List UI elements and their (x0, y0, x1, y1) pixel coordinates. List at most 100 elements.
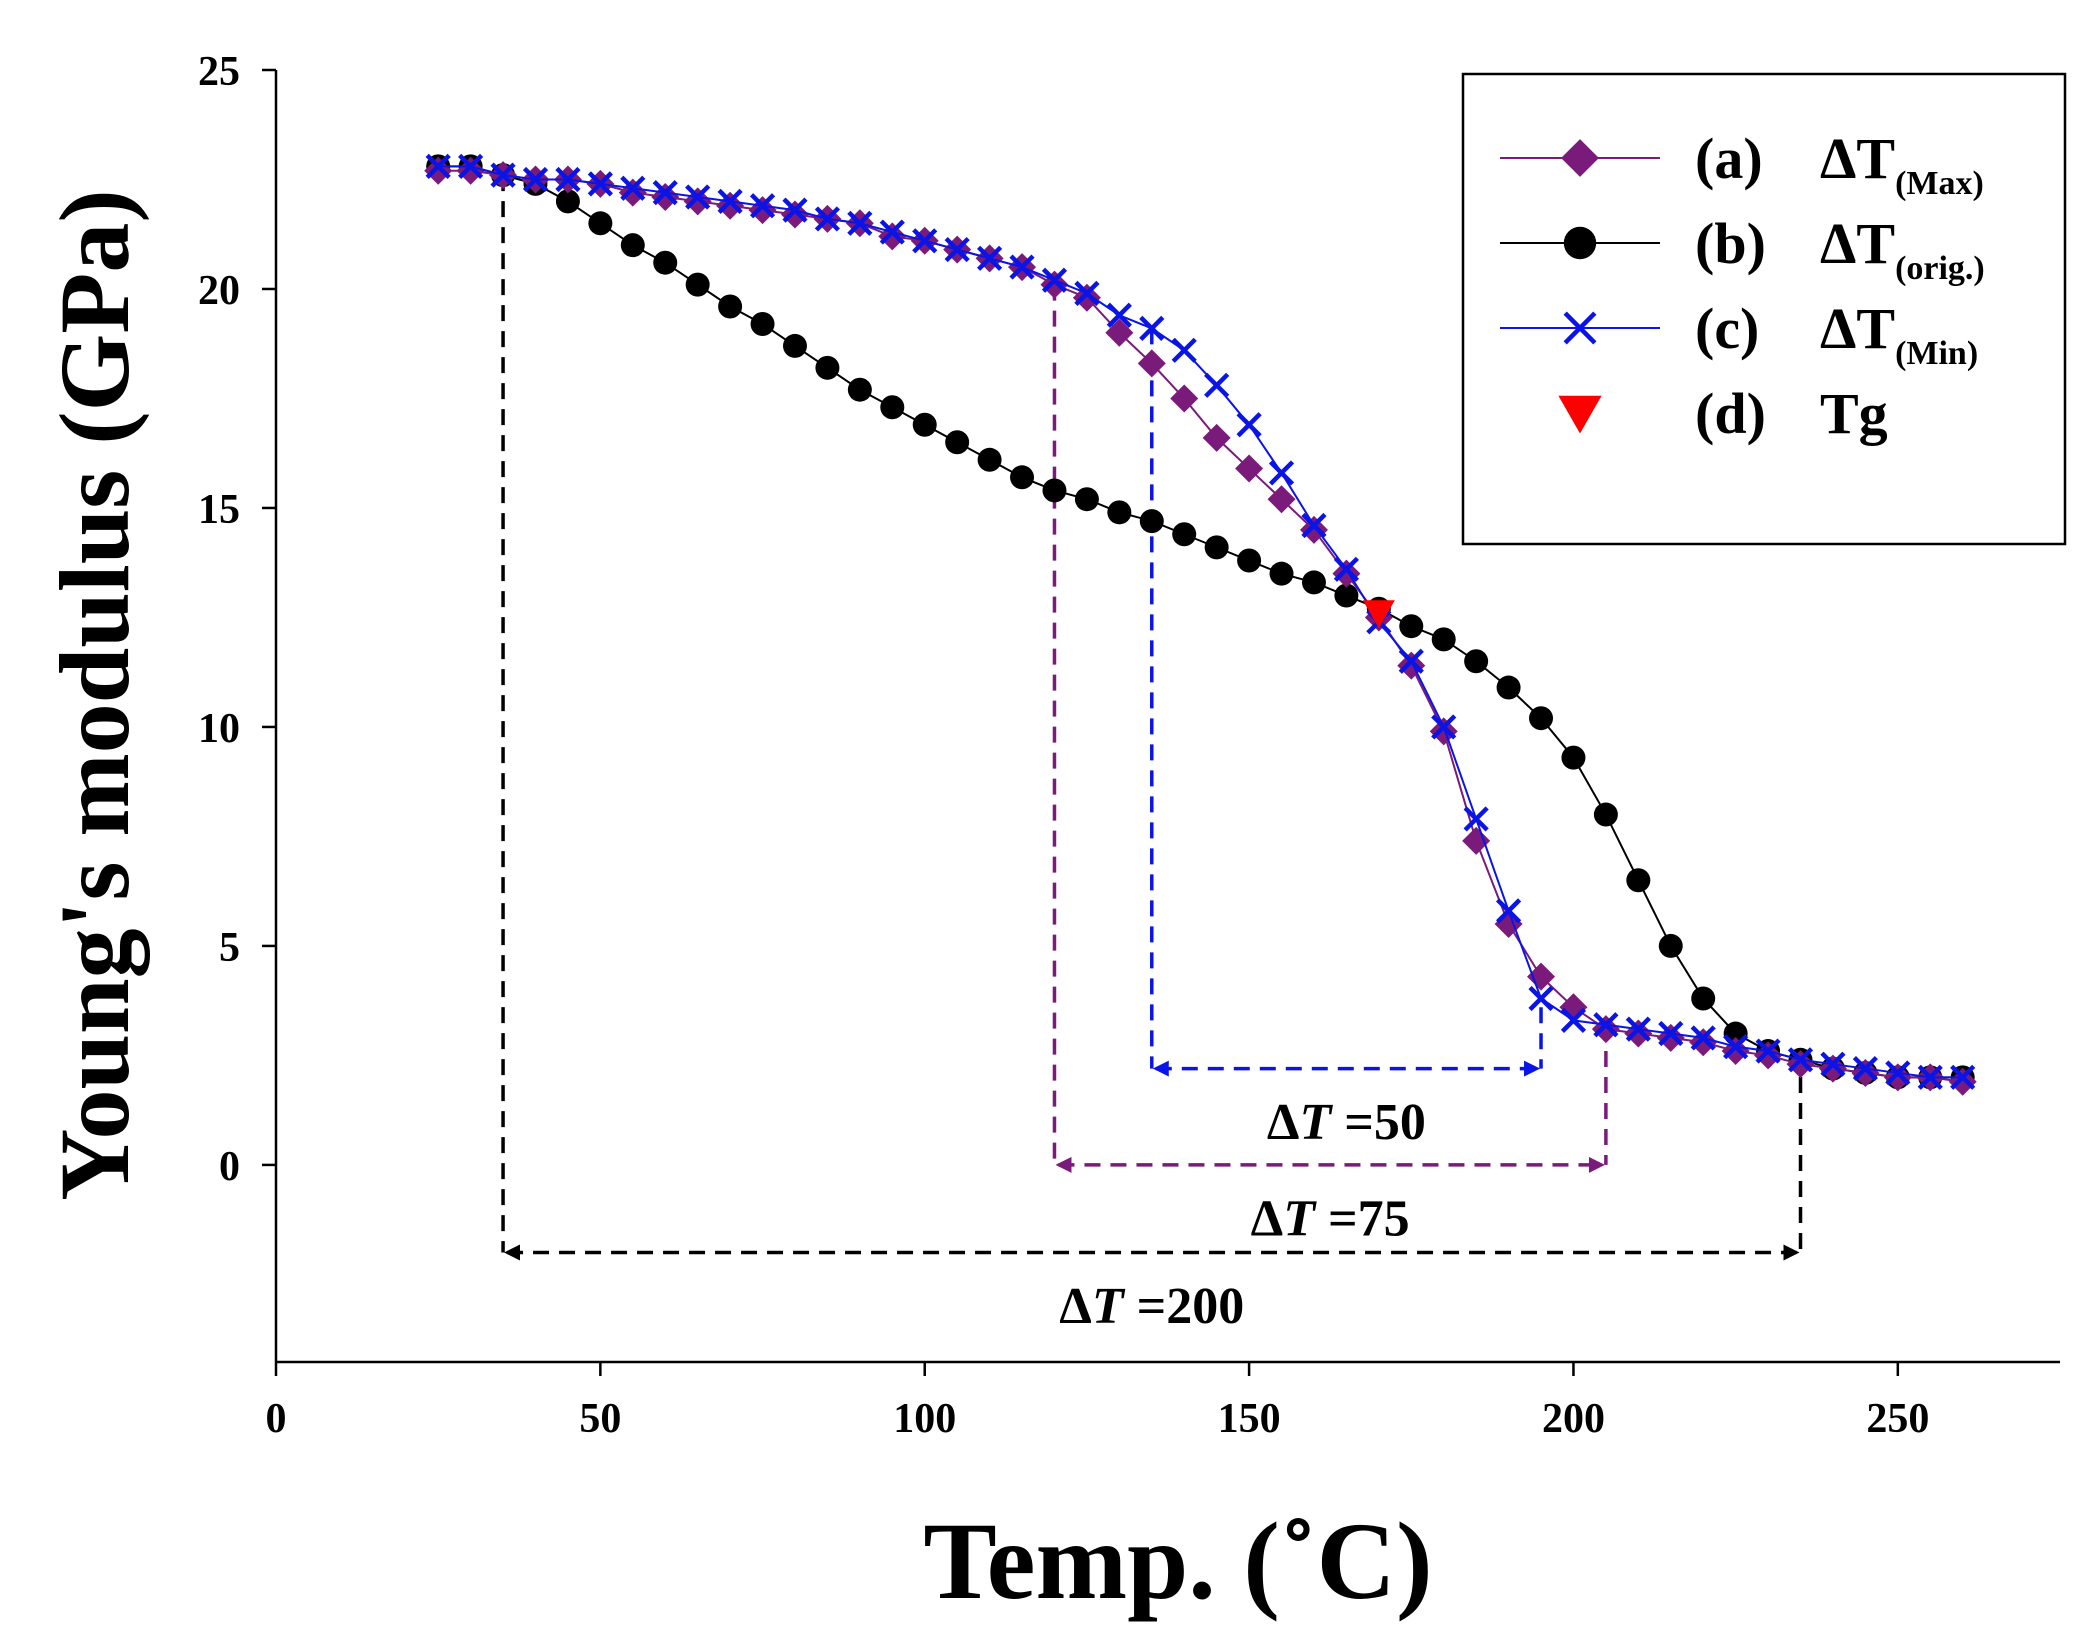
data-point (1399, 614, 1424, 639)
annotation-label-var: T (1300, 1094, 1334, 1151)
data-point (1496, 675, 1521, 700)
x-tick-label: 50 (579, 1396, 621, 1442)
data-point (1235, 454, 1264, 483)
x-stroke (1625, 1016, 1651, 1042)
data-point (683, 187, 712, 216)
data-point (880, 395, 905, 420)
data-point (847, 210, 873, 236)
data-point (1397, 651, 1426, 680)
data-point (1656, 1023, 1685, 1052)
delta-t-annotation: ΔT =50 (1150, 328, 1543, 1151)
x-stroke (1787, 1047, 1814, 1073)
data-point (618, 178, 647, 207)
x-stroke (1171, 337, 1197, 363)
data-point (977, 447, 1002, 472)
legend-label: (b) (1695, 211, 1766, 276)
legend-marker (1563, 226, 1597, 260)
data-point (1818, 1054, 1847, 1083)
x-ticks: 0 50 100 150 200 250 (266, 1362, 1929, 1442)
axes: 0 50 100 150 200 250 0 5 10 15 20 25 (198, 49, 2060, 1442)
x-stroke (458, 153, 484, 179)
data-point (1851, 1058, 1880, 1087)
data-point (782, 197, 808, 223)
data-point (1267, 485, 1296, 514)
data-point (1787, 1047, 1814, 1073)
data-point (1429, 717, 1458, 746)
x-stroke (1463, 806, 1489, 832)
x-stroke (425, 153, 451, 179)
x-tick-label: 150 (1218, 1396, 1281, 1442)
data-point (1690, 1025, 1716, 1051)
x-stroke (1398, 648, 1424, 674)
x-tick-label: 0 (266, 1396, 287, 1442)
data-point (1105, 318, 1134, 347)
legend-name: ΔT(orig.) (1820, 211, 1985, 287)
data-point (847, 377, 872, 402)
data-point (1204, 535, 1229, 560)
data-point (1624, 1019, 1653, 1048)
annotation-label: ΔT =200 (1059, 1278, 1244, 1335)
y-tick-label: 10 (198, 706, 240, 752)
annotation-label: ΔT =75 (1251, 1190, 1410, 1247)
data-point (1299, 515, 1328, 544)
data-point (718, 294, 743, 319)
x-stroke (1917, 1064, 1943, 1090)
x-stroke (1074, 280, 1100, 306)
data-point (717, 188, 743, 214)
data-point (1593, 1012, 1619, 1038)
data-point (815, 355, 840, 380)
x-stroke (1009, 254, 1035, 280)
x-stroke (1560, 1007, 1587, 1033)
data-point (1529, 706, 1554, 731)
x-axis-title: Temp. (˚C) (923, 1500, 1432, 1622)
legend-marker (1561, 139, 1599, 177)
data-point (456, 156, 485, 185)
x-stroke (1268, 460, 1295, 486)
legend-entry-c: (c) ΔT(Min) (1500, 296, 1978, 372)
legend-label: (d) (1695, 381, 1766, 446)
data-point (750, 312, 775, 337)
data-point (1883, 1063, 1912, 1092)
data-point (425, 153, 451, 179)
data-point (912, 228, 938, 254)
data-point (424, 156, 453, 185)
y-axis-title: Young's modulus (GPa) (39, 189, 150, 1200)
data-point (1431, 627, 1456, 652)
annotation-label-delta: Δ (1267, 1094, 1300, 1151)
x-stroke (1041, 267, 1068, 293)
data-point (1852, 1055, 1878, 1082)
x-stroke (1658, 1020, 1684, 1047)
data-point (685, 184, 711, 210)
x-stroke (620, 175, 646, 201)
data-point (1820, 1051, 1846, 1077)
x-stroke (1204, 372, 1230, 398)
data-point (1106, 302, 1132, 328)
y-tick-label: 15 (198, 487, 240, 533)
x-stroke (555, 166, 581, 193)
data-point (1917, 1064, 1943, 1090)
legend-name-base: Tg (1820, 381, 1888, 446)
data-point (1268, 460, 1295, 486)
data-point (458, 153, 484, 179)
data-point (1333, 556, 1359, 582)
legend-box (1461, 72, 2067, 546)
data-point (1236, 412, 1262, 438)
data-point (944, 236, 970, 263)
x-stroke (522, 166, 549, 193)
y-tick-label: 0 (219, 1144, 240, 1190)
x-stroke (652, 180, 678, 206)
x-stroke (1495, 898, 1522, 924)
data-point (1494, 910, 1523, 939)
data-point (1398, 648, 1424, 674)
data-point (1074, 487, 1099, 512)
x-stroke (1852, 1055, 1878, 1082)
annotation-label-delta: Δ (1059, 1278, 1092, 1335)
data-point (1139, 315, 1165, 341)
data-point (652, 180, 678, 206)
x-stroke (1528, 985, 1554, 1012)
data-point (1723, 1034, 1749, 1060)
x-stroke (1431, 714, 1457, 740)
y-tick-label: 25 (198, 49, 240, 95)
